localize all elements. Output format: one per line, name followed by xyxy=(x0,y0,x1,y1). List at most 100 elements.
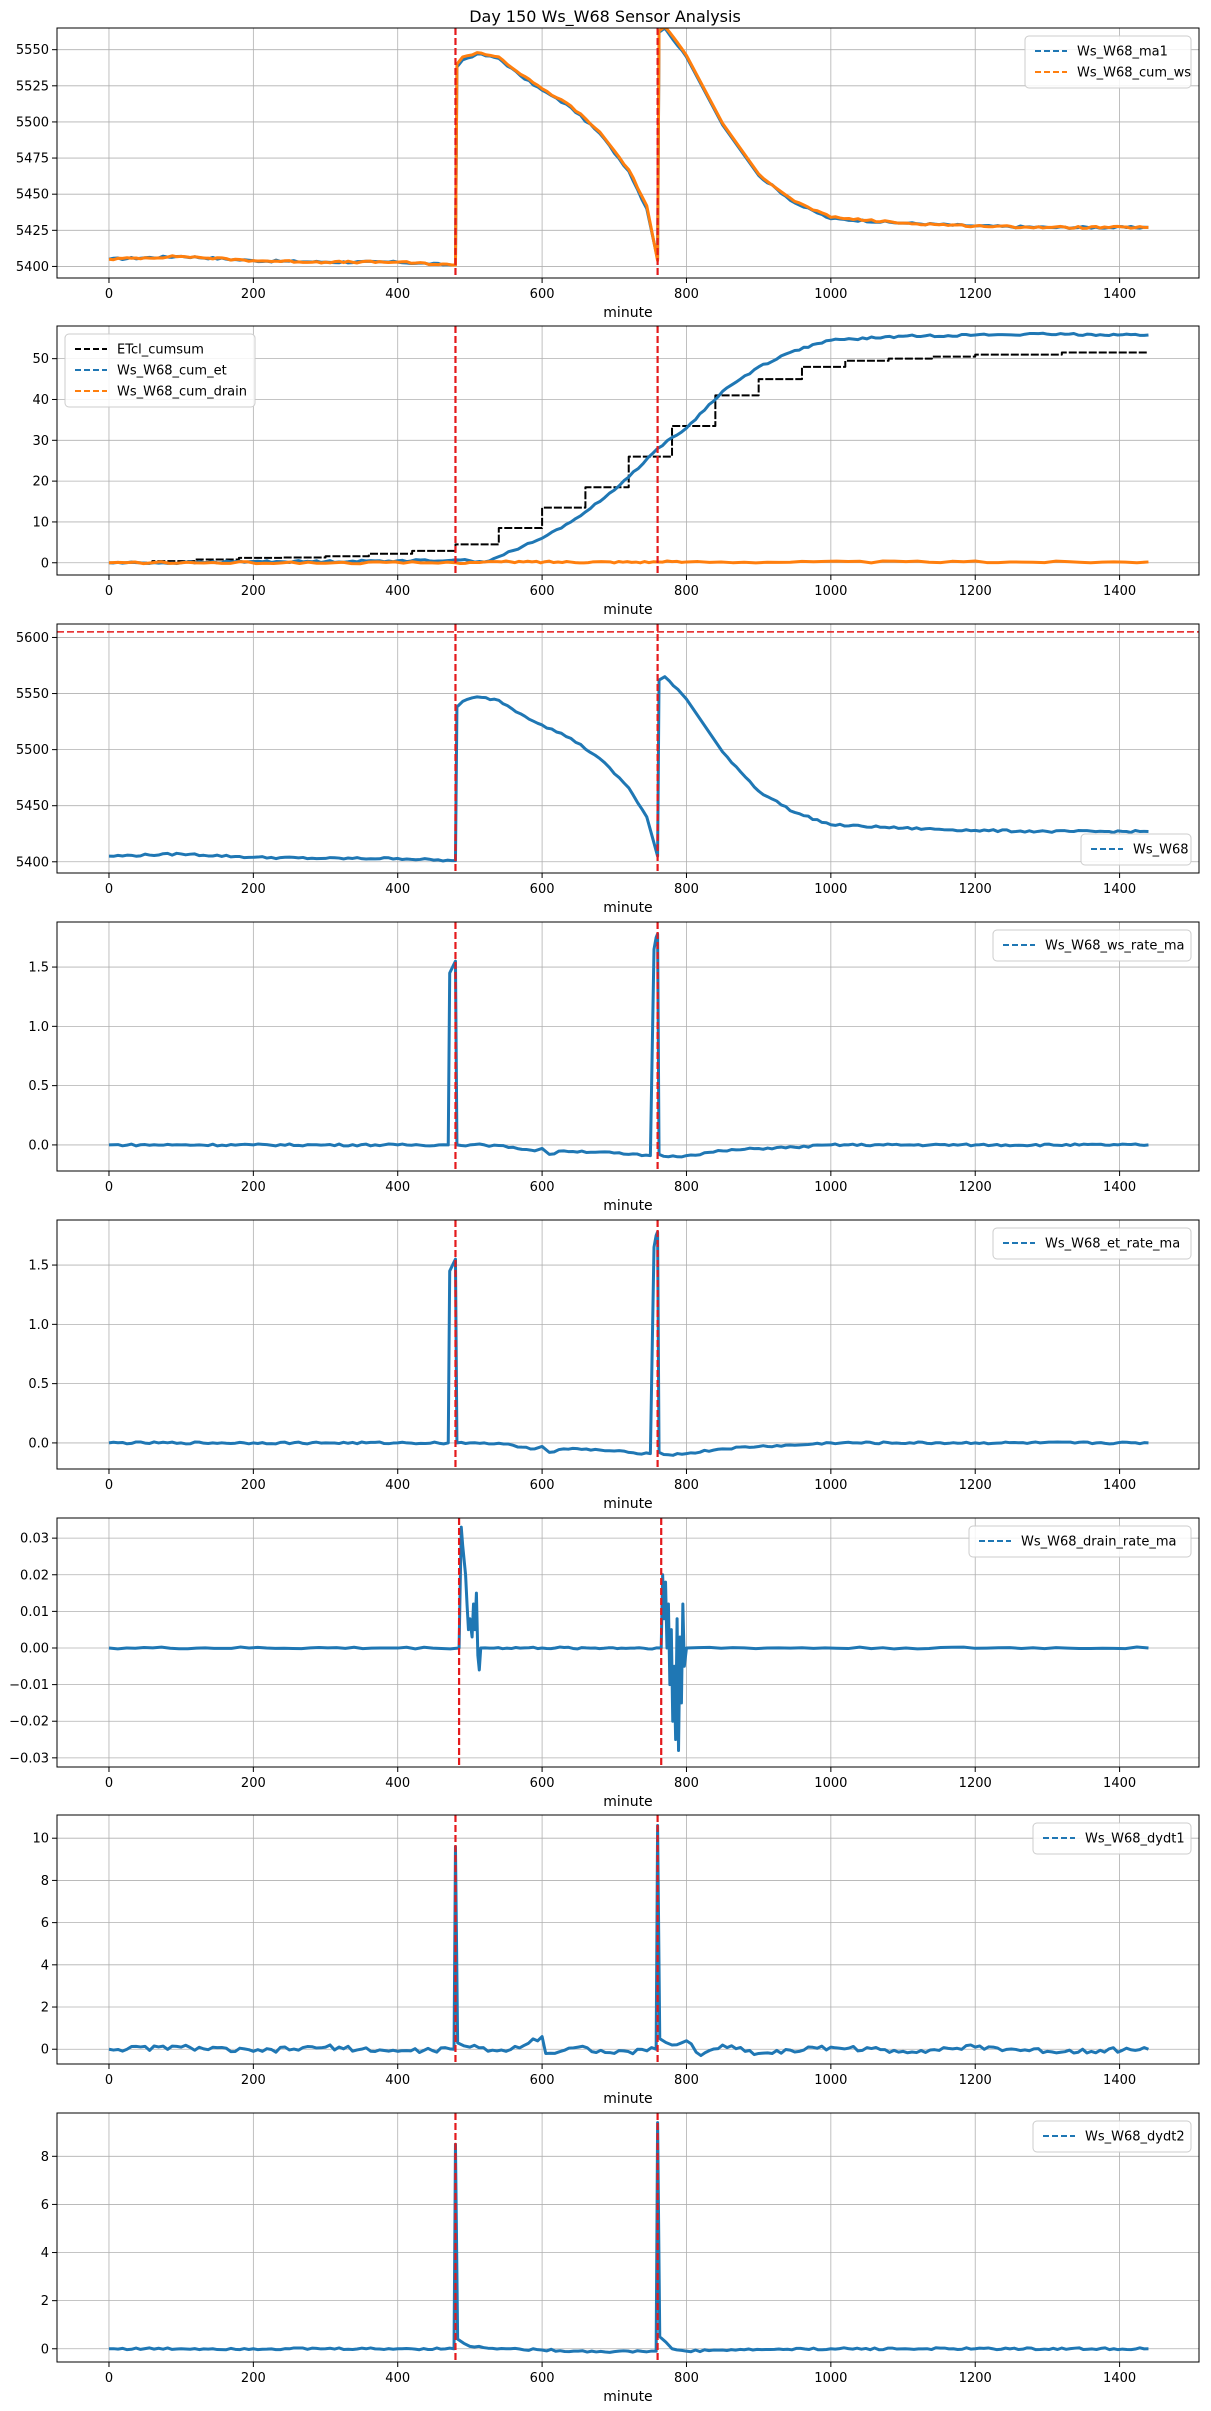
x-tick-label: 1200 xyxy=(959,2073,992,2088)
plot-area xyxy=(108,28,1149,267)
legend-label: Ws_W68_cum_et xyxy=(117,364,227,379)
legend-label: Ws_W68_dydt1 xyxy=(1085,1832,1185,1847)
x-tick-label: 1200 xyxy=(959,2371,992,2386)
legend-label: Ws_W68 xyxy=(1133,843,1189,858)
series-line-Ws_W68_cum_et xyxy=(108,331,1149,566)
y-tick-label: −0.01 xyxy=(9,1678,49,1693)
x-tick-label: 0 xyxy=(105,1180,113,1195)
axes-frame xyxy=(56,623,1200,874)
x-tick-label: 400 xyxy=(385,1478,410,1493)
x-tick-label: 200 xyxy=(241,287,266,302)
x-tick-label: 800 xyxy=(674,882,699,897)
y-tick-label: 5400 xyxy=(16,260,49,275)
x-tick-label: 1200 xyxy=(959,1180,992,1195)
y-tick-label: 8 xyxy=(41,1874,49,1889)
y-tick-label: 0 xyxy=(41,556,49,571)
x-tick-label: 1000 xyxy=(814,2371,847,2386)
subplot-1: 0 200 400 600 800 1000 1200 1400 5400 5425 5450 547… xyxy=(16,27,1200,321)
x-tick-label: 400 xyxy=(385,287,410,302)
x-tick-label: 800 xyxy=(674,287,699,302)
y-tick-label: 1.0 xyxy=(28,1020,49,1035)
series-line-Ws_W68_drain_rate_ma xyxy=(108,1525,1149,1753)
x-tick-label: 1000 xyxy=(814,287,847,302)
series-line-Ws_W68_dydt1 xyxy=(108,1824,1149,2058)
x-tick-label: 200 xyxy=(241,2371,266,2386)
x-axis-label: minute xyxy=(603,1496,652,1512)
y-tick-label: −0.03 xyxy=(9,1751,49,1766)
x-tick-label: 600 xyxy=(530,1180,555,1195)
legend-label: Ws_W68_et_rate_ma xyxy=(1045,1237,1180,1252)
legend-box xyxy=(992,1227,1192,1260)
y-tick-label: 10 xyxy=(32,1832,49,1847)
x-tick-label: 1200 xyxy=(959,584,992,599)
legend: Ws_W68_ma1 Ws_W68_cum_ws xyxy=(1024,35,1192,89)
legend: Ws_W68_et_rate_ma xyxy=(992,1227,1192,1260)
y-tick-label: 0.00 xyxy=(20,1641,49,1656)
legend-box xyxy=(1032,1822,1192,1855)
x-tick-label: 1200 xyxy=(959,882,992,897)
y-tick-label: 5525 xyxy=(16,79,49,94)
subplot-4: 0 200 400 600 800 1000 1200 1400 0.0 0.5 1.0 1.5 min… xyxy=(28,921,1200,1214)
x-tick-label: 1200 xyxy=(959,287,992,302)
x-tick-label: 600 xyxy=(530,882,555,897)
x-tick-label: 0 xyxy=(105,2371,113,2386)
subplot-3: 0 200 400 600 800 1000 1200 1400 5400 5450 5500 555… xyxy=(16,623,1200,916)
plot-area xyxy=(108,331,1149,566)
subplots: 0 200 400 600 800 1000 1200 1400540054255450547… xyxy=(9,27,1200,2405)
y-tick-label: 50 xyxy=(32,352,49,367)
x-tick-label: 600 xyxy=(530,2073,555,2088)
x-tick-label: 1400 xyxy=(1103,2073,1136,2088)
legend-box xyxy=(1032,2120,1192,2153)
x-tick-label: 1400 xyxy=(1103,584,1136,599)
legend-label: ETcl_cumsum xyxy=(117,343,204,358)
y-tick-label: 5425 xyxy=(16,224,49,239)
grid xyxy=(57,624,1199,873)
x-tick-label: 1000 xyxy=(814,1180,847,1195)
x-tick-label: 1000 xyxy=(814,2073,847,2088)
subplot-6: 0 200 400 600 800 1000 1200 1400 −0.03 −0.02 −0.01… xyxy=(9,1517,1200,1810)
axes-frame xyxy=(56,921,1200,1172)
series-line-Ws_W68 xyxy=(108,675,1149,863)
series-line-Ws_W68_dydt2 xyxy=(108,2121,1149,2354)
x-tick-label: 200 xyxy=(241,1478,266,1493)
x-tick-label: 400 xyxy=(385,882,410,897)
y-tick-label: 0.02 xyxy=(20,1568,49,1583)
x-axis-label: minute xyxy=(603,900,652,916)
y-tick-label: 20 xyxy=(32,475,49,490)
y-tick-label: 6 xyxy=(41,1916,49,1931)
series-line-Ws_W68_et_rate_ma xyxy=(108,1230,1149,1457)
legend-label: Ws_W68_cum_ws xyxy=(1077,66,1191,81)
legend-box xyxy=(968,1525,1192,1558)
y-tick-label: 0.03 xyxy=(20,1532,49,1547)
y-tick-label: 5500 xyxy=(16,743,49,758)
x-tick-label: 800 xyxy=(674,2073,699,2088)
plot-area xyxy=(108,1525,1149,1753)
y-tick-label: 5400 xyxy=(16,855,49,870)
x-tick-label: 1200 xyxy=(959,1776,992,1791)
x-axis-label: minute xyxy=(603,305,652,321)
x-tick-label: 600 xyxy=(530,287,555,302)
x-tick-label: 0 xyxy=(105,287,113,302)
plot-area xyxy=(108,1824,1149,2058)
x-tick-label: 800 xyxy=(674,584,699,599)
x-tick-label: 600 xyxy=(530,1776,555,1791)
legend-box xyxy=(64,333,256,408)
x-tick-label: 400 xyxy=(385,584,410,599)
x-tick-label: 600 xyxy=(530,584,555,599)
plot-area xyxy=(108,932,1149,1159)
x-axis-label: minute xyxy=(603,1794,652,1810)
axes-frame xyxy=(56,325,1200,576)
axes-frame xyxy=(56,1219,1200,1470)
x-tick-label: 0 xyxy=(105,1478,113,1493)
y-tick-label: 0.5 xyxy=(28,1079,49,1094)
y-tick-label: 5450 xyxy=(16,799,49,814)
y-tick-label: 5500 xyxy=(16,115,49,130)
y-tick-label: −0.02 xyxy=(9,1715,49,1730)
x-tick-label: 1400 xyxy=(1103,287,1136,302)
x-tick-label: 800 xyxy=(674,1478,699,1493)
x-axis-label: minute xyxy=(603,1198,652,1214)
y-tick-label: 4 xyxy=(41,2246,49,2261)
plot-area xyxy=(108,1230,1149,1457)
grid xyxy=(57,1815,1199,2064)
y-tick-label: 4 xyxy=(41,1958,49,1973)
